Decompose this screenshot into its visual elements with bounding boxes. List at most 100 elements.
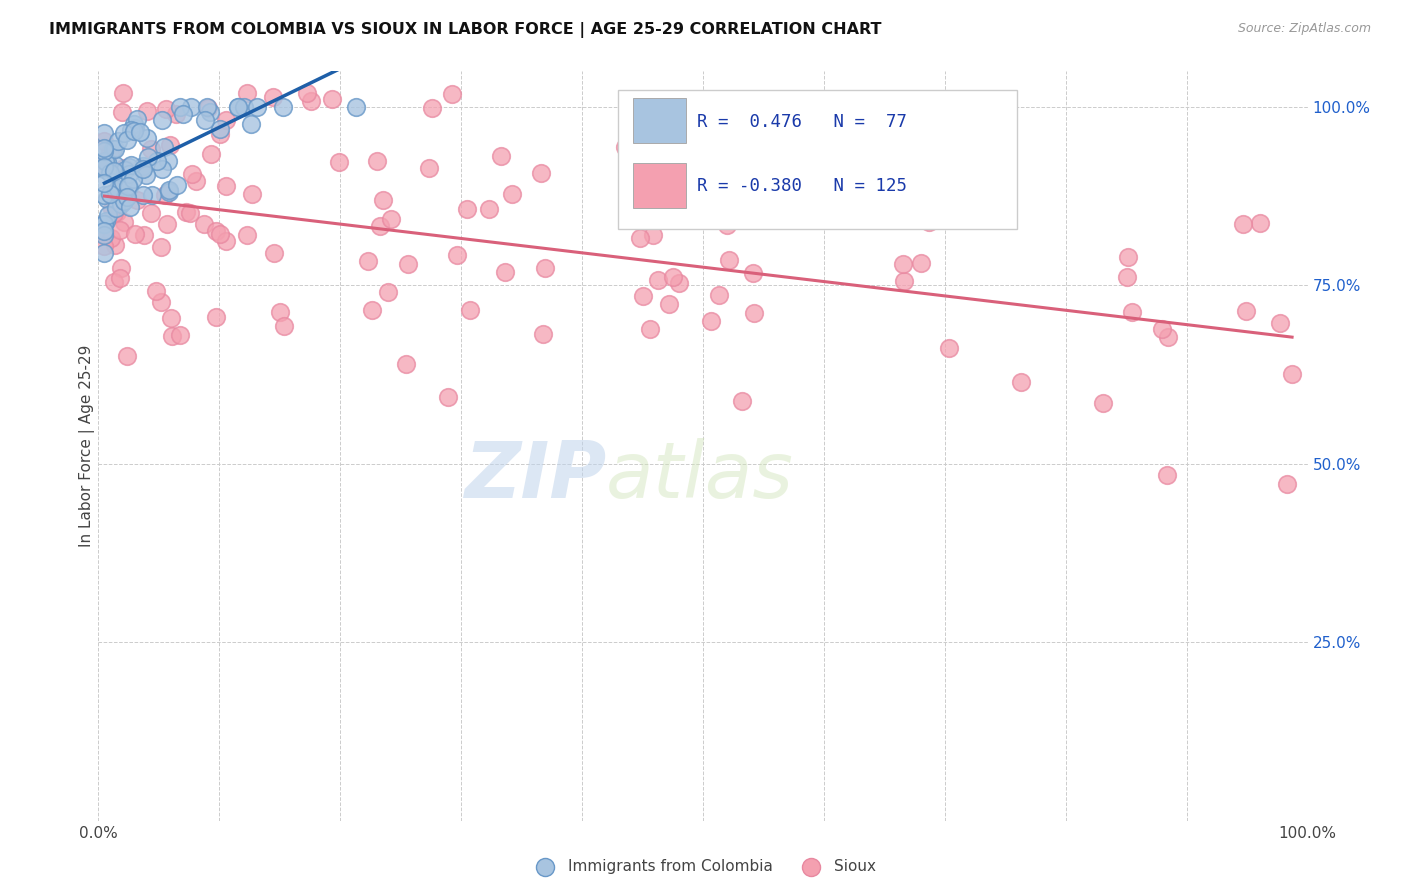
Point: [93, 134, 115, 148]
Point: [111, 86, 134, 100]
Point: [114, 190, 136, 204]
Point: [100, 230, 122, 244]
Point: [180, 100, 202, 114]
Point: [93, 145, 115, 159]
Point: [120, 122, 142, 136]
Y-axis label: In Labor Force | Age 25-29: In Labor Force | Age 25-29: [79, 345, 96, 547]
Point: [117, 180, 139, 194]
Point: [132, 161, 155, 176]
Point: [134, 227, 156, 242]
Point: [108, 271, 131, 285]
Point: [156, 217, 179, 231]
Point: [93, 140, 115, 154]
Point: [380, 212, 402, 227]
Point: [360, 303, 382, 318]
FancyBboxPatch shape: [619, 90, 1018, 228]
Point: [638, 322, 661, 336]
Point: [166, 178, 188, 192]
Point: [1150, 322, 1173, 336]
Point: [633, 188, 655, 202]
Point: [240, 186, 263, 201]
Point: [117, 132, 139, 146]
Point: [112, 175, 135, 189]
Point: [232, 100, 254, 114]
Point: [132, 187, 155, 202]
Point: [93, 177, 115, 191]
Point: [103, 206, 125, 220]
Point: [149, 294, 172, 309]
Point: [910, 256, 932, 270]
Point: [299, 95, 322, 109]
Point: [1249, 215, 1271, 229]
Point: [146, 154, 169, 169]
Point: [180, 168, 202, 182]
Point: [150, 162, 173, 177]
Point: [110, 261, 132, 276]
Point: [263, 246, 285, 260]
Point: [205, 224, 228, 238]
Point: [157, 185, 180, 199]
Point: [215, 179, 238, 194]
Point: [1121, 304, 1143, 318]
Point: [193, 112, 215, 127]
Point: [110, 197, 132, 211]
Text: Source: ZipAtlas.com: Source: ZipAtlas.com: [1237, 22, 1371, 36]
Point: [93, 227, 115, 241]
Point: [169, 100, 191, 114]
Text: IMMIGRANTS FROM COLOMBIA VS SIOUX IN LABOR FORCE | AGE 25-29 CORRELATION CHART: IMMIGRANTS FROM COLOMBIA VS SIOUX IN LAB…: [49, 22, 882, 38]
Point: [124, 227, 146, 242]
Point: [658, 296, 681, 310]
Point: [93, 227, 115, 242]
Point: [105, 184, 128, 198]
Point: [269, 305, 291, 319]
Point: [631, 289, 654, 303]
Point: [160, 310, 183, 325]
Point: [157, 183, 180, 197]
Point: [155, 102, 177, 116]
Point: [208, 122, 231, 136]
Text: R =  0.476   N =  77: R = 0.476 N = 77: [697, 112, 907, 130]
Point: [150, 112, 173, 127]
Point: [174, 205, 197, 219]
Point: [114, 194, 136, 208]
Point: [328, 155, 350, 169]
Point: [105, 205, 128, 219]
Point: [368, 219, 391, 233]
Point: [136, 103, 159, 118]
Point: [150, 239, 173, 253]
Point: [246, 100, 269, 114]
Point: [104, 193, 127, 207]
Point: [93, 160, 115, 174]
Text: ZIP: ZIP: [464, 438, 606, 514]
Point: [1156, 468, 1178, 483]
Point: [122, 117, 145, 131]
Point: [1091, 396, 1114, 410]
Point: [200, 147, 222, 161]
Point: [628, 170, 651, 185]
Point: [93, 218, 115, 232]
Point: [104, 201, 127, 215]
Text: atlas: atlas: [606, 438, 794, 514]
Point: [357, 254, 380, 268]
Point: [344, 100, 367, 114]
Point: [396, 257, 419, 271]
Point: [501, 187, 523, 202]
Point: [441, 87, 464, 101]
Point: [891, 257, 914, 271]
Point: [215, 234, 238, 248]
Point: [107, 134, 129, 148]
Point: [108, 223, 131, 237]
Point: [184, 174, 207, 188]
Point: [97, 208, 120, 222]
FancyBboxPatch shape: [633, 162, 686, 209]
Point: [422, 101, 444, 115]
Point: [193, 218, 215, 232]
Point: [127, 193, 149, 207]
Point: [1010, 375, 1032, 389]
Point: [728, 165, 751, 179]
Point: [139, 142, 162, 156]
Legend: Immigrants from Colombia, Sioux: Immigrants from Colombia, Sioux: [524, 854, 882, 880]
Point: [718, 253, 741, 268]
Point: [215, 113, 238, 128]
Point: [159, 138, 181, 153]
